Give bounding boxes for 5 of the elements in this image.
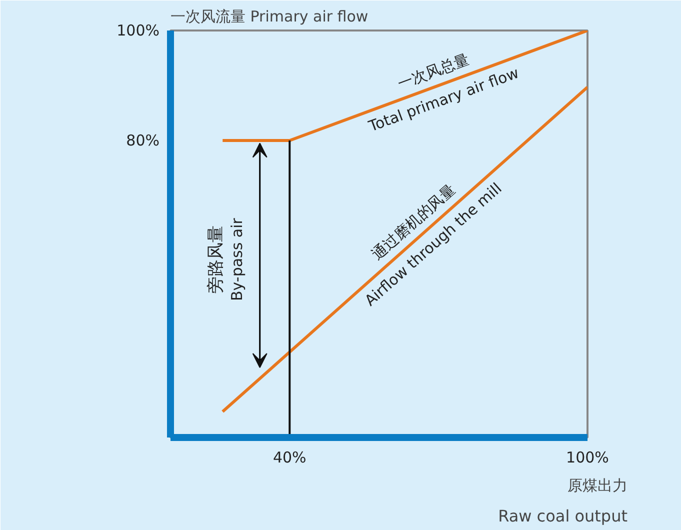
x-axis-title: 原煤出力 Raw coal output xyxy=(498,476,628,526)
y-axis-title: 一次风流量 Primary air flow xyxy=(170,8,368,26)
y-tick-label: 80% xyxy=(126,132,160,150)
annotation: 旁路风量 By-pass air xyxy=(206,217,246,301)
x-tick-label: 40% xyxy=(272,448,306,466)
